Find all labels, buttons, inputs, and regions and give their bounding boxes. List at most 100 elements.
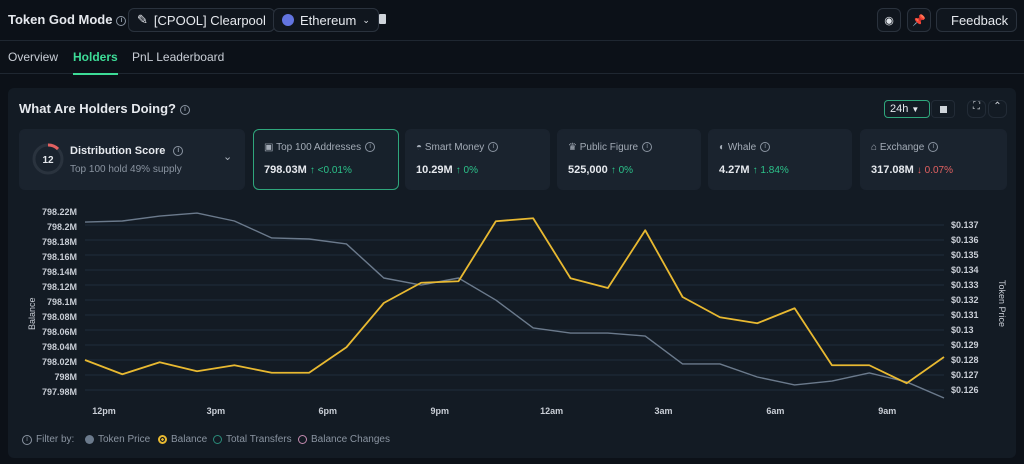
card-change: ↑ <0.01% [309,165,352,176]
info-icon[interactable]: i [116,15,127,26]
y-tick-label: 798M [54,372,77,382]
card-value: 317.08M [871,164,914,176]
x-tick-label: 3am [654,406,672,416]
y2-axis-label: Token Price [997,280,1007,328]
tab-holders[interactable]: Holders [73,50,118,75]
tab-overview[interactable]: Overview [8,50,59,64]
card-value: 10.29M [416,164,453,176]
y2-tick-label: $0.127 [951,370,979,380]
watch-button[interactable]: ◉ [877,8,901,32]
holder-card-public-figure[interactable]: ♛ Public Figure i 525,000 ↑ 0% [557,129,701,190]
legend-dot-icon [298,435,307,444]
y-tick-label: 798.02M [42,357,77,367]
timeframe-select[interactable]: 24h ▼ [884,100,930,118]
card-value: 4.27M [719,164,750,176]
info-icon[interactable]: i [760,142,771,153]
svg-text:12: 12 [42,155,54,166]
card-value: 525,000 [568,164,608,176]
chevron-up-icon: ⌃ [993,101,1002,112]
x-tick-label: 9pm [430,406,449,416]
copy-icon[interactable] [379,14,386,24]
y-tick-label: 798.18M [42,237,77,247]
legend: i Filter by: [22,434,74,445]
x-tick-label: 9am [878,406,896,416]
y2-tick-label: $0.137 [951,220,979,230]
token-selector[interactable]: ✎ [CPOOL] Clearpool [128,8,275,32]
info-icon[interactable]: i [173,146,184,157]
info-icon[interactable]: i [179,104,190,115]
y2-tick-label: $0.128 [951,355,979,365]
legend-dot-icon [85,435,94,444]
chevron-down-icon: ⌄ [223,151,233,163]
y-tick-label: 798.06M [42,327,77,337]
holder-card-whale[interactable]: ◐ Whale i 4.27M ↑ 1.84% [708,129,852,190]
pencil-icon: ✎ [137,12,148,27]
series-line-balance [84,217,945,385]
info-icon[interactable]: i [488,142,499,153]
card-change: ↑ 0% [610,165,634,176]
y2-tick-label: $0.131 [951,310,979,320]
eye-icon: ◉ [884,14,894,27]
x-tick-label: 6pm [319,406,338,416]
card-change: ↑ 1.84% [752,165,789,176]
card-value: 798.03M [264,164,307,176]
y2-tick-label: $0.135 [951,250,979,260]
pin-icon: 📌 [912,14,926,27]
tab-bar: Overview Holders PnL Leaderboard [0,41,1024,75]
distribution-score-card[interactable]: 12 Distribution Score i Top 100 hold 49% … [19,129,245,190]
page-title: Token God Mode i [8,12,127,27]
y-tick-label: 798.22M [42,207,77,217]
legend-item-total-transfers[interactable]: Total Transfers [213,434,292,445]
info-icon[interactable]: i [642,142,653,153]
holder-card-smart-money[interactable]: ◓ Smart Money i 10.29M ↑ 0% [405,129,550,190]
y-tick-label: 798.16M [42,252,77,262]
y2-tick-label: $0.132 [951,295,979,305]
y2-tick-label: $0.129 [951,340,979,350]
calendar-button[interactable] [931,100,955,118]
info-icon[interactable]: i [365,142,376,153]
y-tick-label: 798.2M [47,222,77,232]
y2-tick-label: $0.136 [951,235,979,245]
calendar-icon [940,106,947,113]
wallet-icon: ▣ [264,142,274,153]
whale-icon: ◐ [719,142,726,153]
info-icon[interactable]: i [928,142,939,153]
y-axis-label: Balance [27,297,37,330]
y2-tick-label: $0.13 [951,325,974,335]
y-tick-label: 798.1M [47,297,77,307]
fullscreen-button[interactable]: ⛶ [967,100,986,118]
distribution-label: Distribution Score i [70,145,184,157]
caret-down-icon: ▼ [911,105,920,114]
card-change: ↓ 0.07% [916,165,954,176]
panel-title: What Are Holders Doing? i [19,101,190,116]
collapse-button[interactable]: ⌃ [988,100,1007,118]
series-line-token-price [84,212,945,399]
public-figure-icon: ♛ [568,142,577,153]
y2-tick-label: $0.134 [951,265,979,275]
y-tick-label: 798.14M [42,267,77,277]
y-tick-label: 798.08M [42,312,77,322]
y-tick-label: 798.04M [42,342,77,352]
holder-card-exchange[interactable]: ⌂ Exchange i 317.08M ↓ 0.07% [860,129,1007,190]
tab-pnl-leaderboard[interactable]: PnL Leaderboard [132,50,225,64]
legend-item-balance[interactable]: Balance [158,434,207,445]
info-icon: i [22,434,32,445]
smart-money-icon: ◓ [416,142,423,153]
x-tick-label: 12pm [92,406,116,416]
card-change: ↑ 0% [455,165,478,176]
legend-dot-icon [213,435,222,444]
legend-dot-icon [158,435,167,444]
x-tick-label: 6am [766,406,784,416]
bank-icon: ⌂ [871,142,878,153]
chain-selector[interactable]: Ethereum ⌄ [273,8,379,32]
feedback-button[interactable]: Feedback [936,8,1017,32]
pin-button[interactable]: 📌 [907,8,931,32]
expand-icon: ⛶ [973,101,980,112]
holder-card-top-100-addresses[interactable]: ▣ Top 100 Addresses i 798.03M ↑ <0.01% [253,129,399,190]
legend-item-balance-changes[interactable]: Balance Changes [298,434,390,445]
y-tick-label: 798.12M [42,282,77,292]
legend-item-token-price[interactable]: Token Price [85,434,150,445]
x-tick-label: 12am [540,406,563,416]
ethereum-icon [282,14,294,26]
